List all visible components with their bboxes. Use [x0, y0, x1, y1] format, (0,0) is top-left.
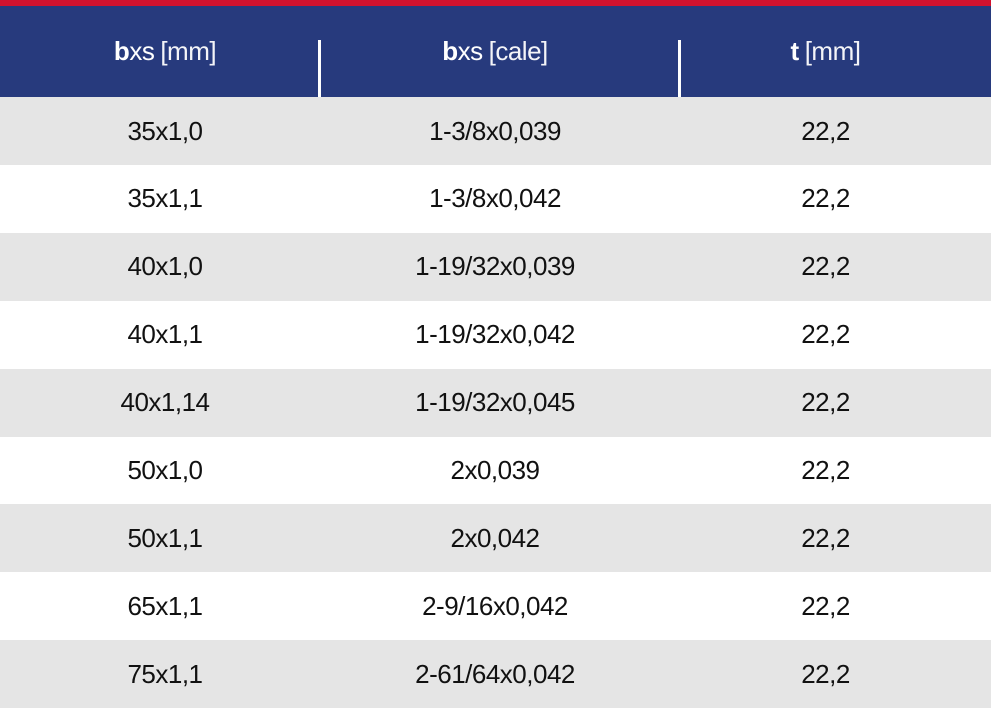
table-cell: 65x1,1	[127, 590, 203, 621]
table-row: 50x1,0 2x0,039 22,2	[0, 437, 991, 505]
header-unit: [mm]	[160, 36, 217, 66]
table-cell: 22,2	[801, 658, 850, 689]
table-cell: 2-9/16x0,042	[422, 590, 568, 621]
header-divider	[678, 40, 681, 97]
header-unit: [mm]	[804, 36, 861, 66]
table-cell: 1-19/32x0,039	[415, 251, 575, 282]
table-cell: 22,2	[801, 115, 850, 146]
table-cell: 1-19/32x0,045	[415, 387, 575, 418]
table-cell: 2-61/64x0,042	[415, 658, 575, 689]
header-cell: t [mm]	[660, 6, 991, 97]
header-cell: b xs [mm]	[0, 6, 330, 97]
header-strong: b	[113, 36, 130, 66]
table-cell: 75x1,1	[127, 658, 203, 689]
table-cell: 22,2	[801, 387, 850, 418]
table-header: b xs [mm] b xs [cale] t [mm]	[0, 6, 991, 97]
table-cell: 1-19/32x0,042	[415, 319, 575, 350]
table-row: 50x1,1 2x0,042 22,2	[0, 504, 991, 573]
table-cell: 22,2	[801, 251, 850, 282]
table-cell: 1-3/8x0,042	[429, 183, 561, 214]
table-cell: 35x1,1	[127, 183, 203, 214]
table-cell: 1-3/8x0,039	[429, 115, 561, 146]
table-row: 35x1,0 1-3/8x0,039 22,2	[0, 97, 991, 165]
table-row: 35x1,1 1-3/8x0,042 22,2	[0, 165, 991, 233]
header-plain: xs	[129, 36, 155, 66]
table-row: 75x1,1 2-61/64x0,042 22,2	[0, 640, 991, 708]
header-plain: xs	[457, 36, 484, 66]
table-cell: 22,2	[801, 183, 850, 214]
header-divider	[318, 40, 321, 97]
table-cell: 2x0,039	[450, 455, 540, 485]
table-row: 40x1,0 1-19/32x0,039 22,2	[0, 232, 991, 301]
table-cell: 50x1,1	[127, 522, 203, 553]
table-cell: 2x0,042	[450, 522, 540, 553]
header-strong: t	[790, 36, 800, 66]
table-cell: 40x1,0	[127, 251, 203, 282]
table-cell: 40x1,1	[127, 319, 203, 350]
accent-bar	[0, 0, 991, 6]
table-cell: 50x1,0	[127, 455, 203, 485]
table-cell: 35x1,0	[127, 115, 203, 146]
table-cell: 22,2	[801, 522, 850, 553]
table-row: 40x1,1 1-19/32x0,042 22,2	[0, 301, 991, 369]
table-row: 40x1,14 1-19/32x0,045 22,2	[0, 368, 991, 437]
table-cell: 22,2	[801, 590, 850, 621]
table-cell: 22,2	[801, 319, 850, 350]
table-row: 65x1,1 2-9/16x0,042 22,2	[0, 572, 991, 640]
header-strong: b	[442, 36, 458, 66]
table-cell: 40x1,14	[120, 387, 210, 418]
header-unit: [cale]	[488, 36, 549, 66]
table-cell: 22,2	[801, 455, 850, 485]
header-cell: b xs [cale]	[330, 6, 660, 97]
